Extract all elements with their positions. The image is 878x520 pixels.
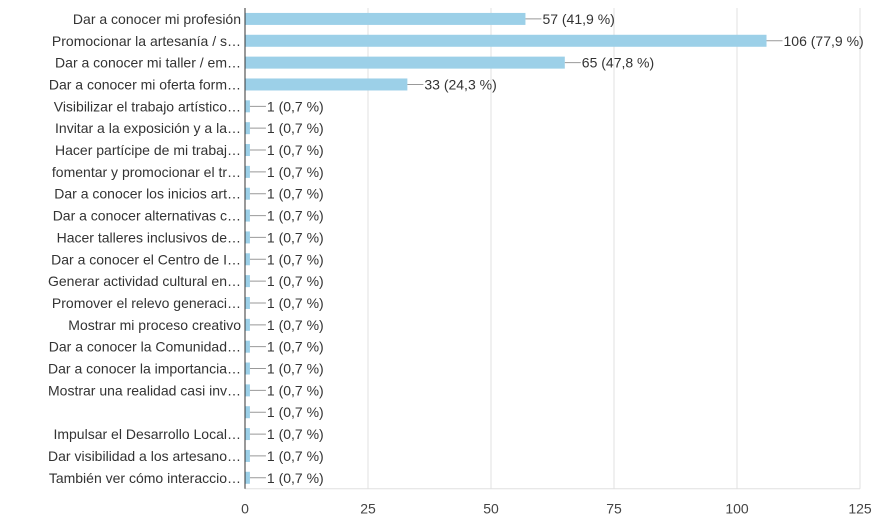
category-label: Mostrar una realidad casi inv…	[48, 382, 241, 398]
category-label: Invitar a la exposición y a la…	[55, 120, 241, 136]
data-label: 1 (0,7 %)	[267, 208, 324, 224]
category-label: Dar a conocer alternativas c…	[53, 208, 241, 224]
category-label: fomentar y promocionar el tr…	[52, 164, 241, 180]
bar	[245, 78, 408, 91]
category-label: Hacer partícipe de mi trabaj…	[55, 142, 241, 158]
bar	[245, 231, 250, 244]
x-tick-label: 75	[606, 501, 622, 517]
data-label: 1 (0,7 %)	[267, 98, 324, 114]
category-label: Dar a conocer mi profesión	[73, 11, 241, 27]
bar	[245, 384, 250, 397]
bar	[245, 275, 250, 288]
bar	[245, 318, 250, 331]
category-label: Mostrar mi proceso creativo	[68, 317, 241, 333]
data-labels: 57 (41,9 %) 106 (77,9 %) 65 (47,8 %) 33 (24…	[267, 11, 864, 486]
bar	[245, 34, 767, 47]
bar	[245, 362, 250, 375]
bar	[245, 471, 250, 484]
category-label: Dar a conocer mi taller / em…	[55, 55, 241, 71]
category-label: Dar a conocer el Centro de I…	[51, 251, 241, 267]
bar	[245, 122, 250, 135]
data-label: 1 (0,7 %)	[267, 317, 324, 333]
data-label: 1 (0,7 %)	[267, 426, 324, 442]
data-label: 57 (41,9 %)	[542, 11, 614, 27]
data-label: 1 (0,7 %)	[267, 273, 324, 289]
gridlines	[245, 8, 861, 490]
data-label: 1 (0,7 %)	[267, 448, 324, 464]
category-label: Visibilizar el trabajo artístico…	[54, 98, 241, 114]
data-label-connectors	[249, 18, 783, 479]
data-label: 1 (0,7 %)	[267, 361, 324, 377]
bar	[245, 100, 250, 113]
data-label: 1 (0,7 %)	[267, 229, 324, 245]
bar	[245, 56, 565, 69]
bars	[245, 12, 767, 484]
category-label: Impulsar el Desarrollo Local…	[53, 426, 241, 442]
data-label: 1 (0,7 %)	[267, 164, 324, 180]
data-label: 1 (0,7 %)	[267, 382, 324, 398]
data-label: 1 (0,7 %)	[267, 339, 324, 355]
data-label: 1 (0,7 %)	[267, 295, 324, 311]
category-label: Dar a conocer mi oferta form…	[49, 76, 241, 92]
bar	[245, 428, 250, 441]
data-label: 65 (47,8 %)	[582, 55, 654, 71]
data-label: 1 (0,7 %)	[267, 120, 324, 136]
category-label: Promover el relevo generaci…	[52, 295, 241, 311]
x-tick-label: 25	[360, 501, 376, 517]
data-label: 1 (0,7 %)	[267, 186, 324, 202]
x-axis-ticks: 0 25 50 75 100 125	[241, 501, 872, 517]
category-label: También ver cómo interaccio…	[49, 470, 241, 486]
category-label: Generar actividad cultural en…	[48, 273, 241, 289]
category-labels: Dar a conocer mi profesión Promocionar la…	[48, 11, 241, 486]
bar	[245, 253, 250, 266]
x-tick-label: 50	[483, 501, 499, 517]
data-label: 33 (24,3 %)	[424, 76, 496, 92]
category-label: Dar visibilidad a los artesano…	[48, 448, 241, 464]
x-tick-label: 0	[241, 501, 249, 517]
category-label: Dar a conocer la Comunidad…	[49, 339, 241, 355]
bar	[245, 12, 526, 25]
bar	[245, 296, 250, 309]
category-label: Hacer talleres inclusivos de…	[57, 229, 241, 245]
bar	[245, 209, 250, 222]
data-label: 106 (77,9 %)	[784, 33, 864, 49]
bar	[245, 144, 250, 157]
bar	[245, 406, 250, 419]
category-label: Dar a conocer los inicios art…	[54, 186, 241, 202]
data-label: 1 (0,7 %)	[267, 470, 324, 486]
category-label: Promocionar la artesanía / s…	[52, 33, 241, 49]
bar	[245, 449, 250, 462]
x-tick-label: 100	[725, 501, 749, 517]
category-label: Dar a conocer la importancia…	[48, 361, 241, 377]
bar	[245, 187, 250, 200]
data-label: 1 (0,7 %)	[267, 251, 324, 267]
bar	[245, 340, 250, 353]
data-label: 1 (0,7 %)	[267, 404, 324, 420]
x-tick-label: 125	[848, 501, 872, 517]
bar	[245, 165, 250, 178]
data-label: 1 (0,7 %)	[267, 142, 324, 158]
